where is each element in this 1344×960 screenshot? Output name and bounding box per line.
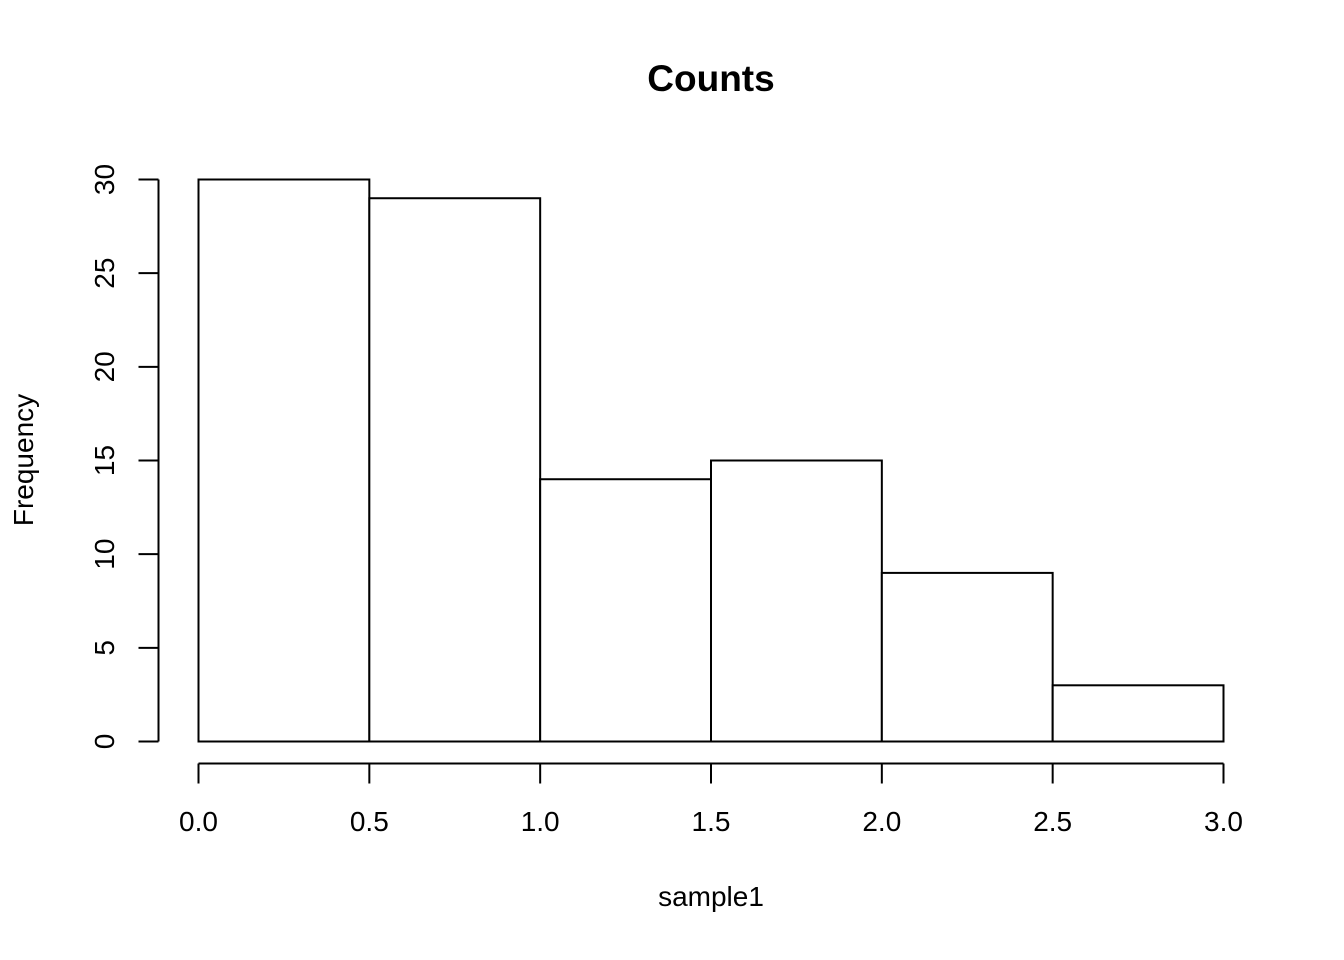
y-tick-label: 5 xyxy=(89,640,120,656)
y-tick-label: 10 xyxy=(89,539,120,570)
histogram-bar xyxy=(880,571,1054,743)
y-tick-label: 25 xyxy=(89,258,120,289)
histogram-bar xyxy=(710,459,883,743)
x-tick-label: 1.5 xyxy=(692,806,731,837)
y-tick-label: 15 xyxy=(89,445,120,476)
y-tick-label: 0 xyxy=(89,734,120,750)
x-tick-label: 2.5 xyxy=(1033,806,1072,837)
histogram-bar xyxy=(539,478,713,743)
y-axis-label: Frequency xyxy=(8,393,39,527)
histogram-bar xyxy=(197,178,371,743)
histogram-bar xyxy=(368,197,542,743)
x-tick-label: 0.0 xyxy=(179,806,218,837)
x-axis-label: sample1 xyxy=(658,881,764,912)
y-tick-label: 20 xyxy=(89,351,120,382)
histogram-bar xyxy=(1051,684,1225,743)
x-tick-label: 2.0 xyxy=(862,806,901,837)
x-tick-label: 3.0 xyxy=(1204,806,1243,837)
chart-title: Counts xyxy=(647,58,775,99)
x-tick-label: 1.0 xyxy=(521,806,560,837)
x-tick-label: 0.5 xyxy=(350,806,389,837)
y-tick-label: 30 xyxy=(89,164,120,195)
